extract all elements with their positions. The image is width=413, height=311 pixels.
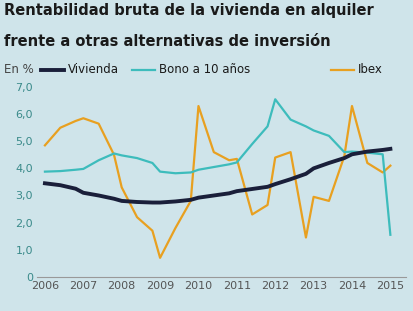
Text: frente a otras alternativas de inversión: frente a otras alternativas de inversión [4, 34, 330, 49]
Text: Bono a 10 años: Bono a 10 años [159, 63, 250, 77]
Text: En %: En % [4, 63, 34, 77]
Text: Ibex: Ibex [357, 63, 382, 77]
Text: Vivienda: Vivienda [68, 63, 119, 77]
Text: Rentabilidad bruta de la vivienda en alquiler: Rentabilidad bruta de la vivienda en alq… [4, 3, 373, 18]
